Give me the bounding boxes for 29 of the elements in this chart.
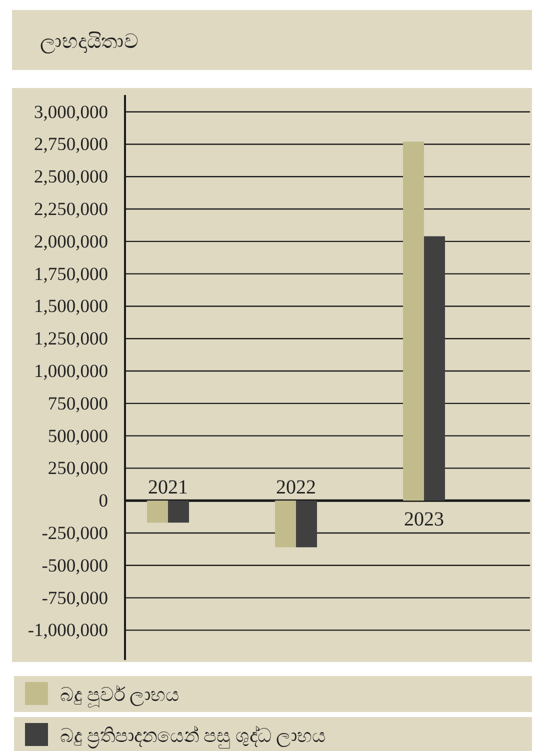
y-tick-label: 2,500,000 <box>34 168 108 188</box>
x-tick-label: 2022 <box>276 476 316 499</box>
y-tick-label: 0 <box>98 492 108 512</box>
y-tick-label: 2,750,000 <box>34 135 108 156</box>
y-tick-label: 3,000,000 <box>34 102 108 123</box>
bar <box>424 236 445 501</box>
bar <box>296 500 317 548</box>
y-tick-label: 1,750,000 <box>34 264 108 285</box>
y-tick-label: 2,250,000 <box>34 200 108 220</box>
bar <box>275 500 296 548</box>
x-tick-label: 2021 <box>148 476 188 499</box>
y-tick-label: 750,000 <box>48 394 108 414</box>
y-tick-label: -1,000,000 <box>28 621 108 642</box>
y-tick-label: 500,000 <box>48 426 108 447</box>
legend-label: බදු පූර්ව ලාභය <box>60 685 180 708</box>
y-tick-label: -500,000 <box>42 556 108 576</box>
y-tick-label: -250,000 <box>42 524 108 544</box>
bar <box>168 500 189 523</box>
y-tick-label: 2,000,000 <box>34 232 108 252</box>
y-tick-label: 1,000,000 <box>34 362 108 382</box>
bar <box>147 500 168 523</box>
y-tick-label: 1,500,000 <box>34 297 108 318</box>
x-tick-label: 2023 <box>404 508 444 531</box>
y-tick-label: -750,000 <box>42 588 108 609</box>
bar <box>403 142 424 501</box>
y-tick-label: 1,250,000 <box>34 330 108 350</box>
chart-title: ලාභදායිතාව <box>40 31 138 54</box>
y-tick-label: 250,000 <box>48 459 108 480</box>
legend-label: බදු ප්‍රතිපාදනයෙන් පසු ශුද්ධ ලාභය <box>60 725 326 749</box>
